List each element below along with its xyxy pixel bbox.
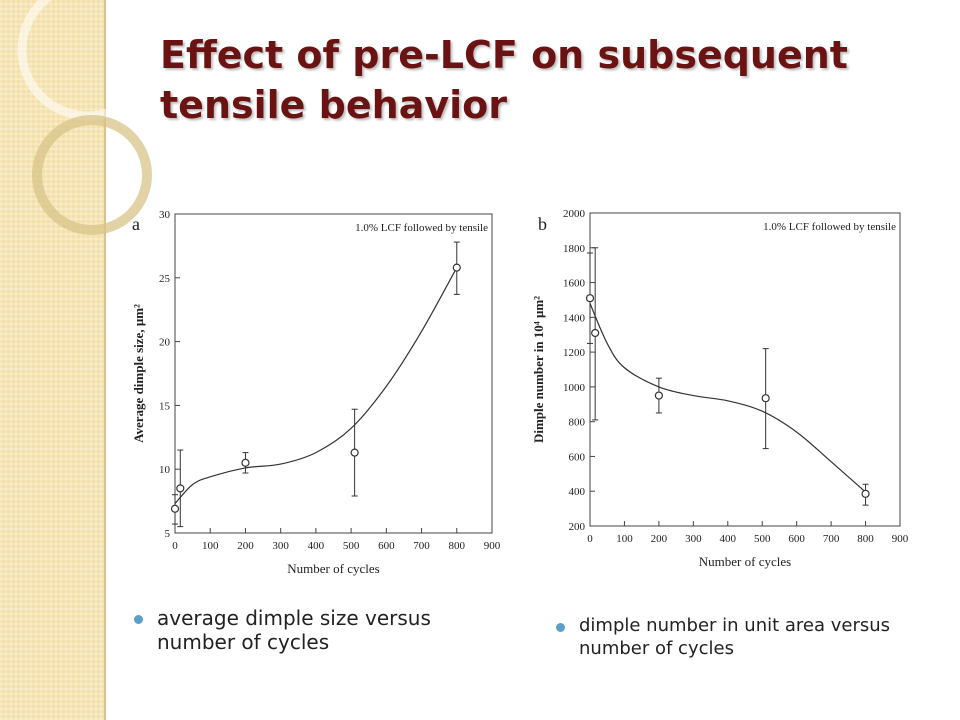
data-point — [452, 263, 461, 272]
y-tick-label: 10 — [159, 464, 171, 476]
y-tick-label: 800 — [569, 417, 586, 429]
data-point — [591, 328, 600, 338]
data-point — [761, 394, 770, 403]
data-point — [176, 484, 185, 493]
x-tick-label: 300 — [685, 533, 702, 545]
y-tick-label: 1800 — [563, 243, 586, 255]
bullet-item: average dimple size versus number of cyc… — [134, 606, 494, 654]
y-tick-label: 1000 — [563, 382, 586, 394]
x-tick-label: 900 — [484, 540, 501, 552]
y-tick-label: 1200 — [563, 347, 586, 359]
x-tick-label: 200 — [237, 540, 254, 552]
plot-frame — [589, 212, 901, 527]
panel-label: b — [538, 214, 547, 234]
y-tick-label: 1400 — [563, 312, 586, 324]
x-tick-label: 200 — [651, 533, 668, 545]
x-tick-label: 800 — [857, 533, 874, 545]
y-tick-label: 2000 — [563, 208, 586, 220]
x-tick-label: 600 — [378, 540, 395, 552]
x-axis-label: Number of cycles — [287, 561, 379, 576]
x-tick-label: 0 — [587, 533, 593, 545]
data-point — [585, 294, 595, 303]
data-point — [861, 489, 870, 498]
y-tick-label: 200 — [569, 521, 586, 533]
data-point — [350, 448, 359, 457]
x-tick-label: 400 — [308, 540, 325, 552]
x-tick-label: 300 — [272, 540, 289, 552]
x-tick-label: 800 — [449, 540, 466, 552]
annotation-text: 1.0% LCF followed by tensile — [355, 222, 488, 234]
y-axis-label: Dimple number in 10⁴ μm² — [531, 296, 546, 443]
sidebar-border — [104, 0, 106, 720]
bullet-item: dimple number in unit area versus number… — [556, 614, 896, 660]
y-tick-label: 15 — [159, 400, 171, 412]
plot-frame — [174, 213, 493, 534]
decorative-ring-small — [32, 115, 152, 235]
bullet-text: average dimple size versus number of cyc… — [157, 606, 431, 654]
x-tick-label: 0 — [172, 540, 178, 552]
y-tick-label: 1600 — [563, 278, 586, 290]
panel-label: a — [132, 214, 140, 234]
y-tick-label: 25 — [159, 273, 171, 285]
annotation-text: 1.0% LCF followed by tensile — [763, 221, 896, 233]
data-point — [170, 504, 180, 513]
x-tick-label: 600 — [788, 533, 805, 545]
x-tick-label: 500 — [343, 540, 360, 552]
slide-title: Effect of pre-LCF on subsequent tensile … — [160, 33, 848, 127]
x-axis-label: Number of cycles — [699, 554, 791, 569]
fit-curve — [589, 303, 866, 493]
y-tick-label: 600 — [569, 451, 586, 463]
x-tick-label: 700 — [823, 533, 840, 545]
fit-curve — [174, 267, 458, 505]
y-tick-label: 20 — [159, 337, 171, 349]
x-tick-label: 100 — [616, 533, 633, 545]
data-point — [241, 458, 250, 467]
bullet-dot — [134, 615, 143, 624]
x-tick-label: 100 — [202, 540, 219, 552]
y-axis-label: Average dimple size, μm² — [131, 304, 146, 443]
y-tick-label: 5 — [165, 528, 171, 540]
bullet-dot — [556, 623, 565, 632]
y-tick-label: 30 — [159, 209, 171, 221]
y-tick-label: 400 — [569, 486, 586, 498]
data-point — [654, 391, 663, 400]
x-tick-label: 500 — [754, 533, 771, 545]
decorative-rings — [17, 0, 159, 235]
x-tick-label: 900 — [892, 533, 909, 545]
bullet-text: dimple number in unit area versus number… — [579, 615, 891, 659]
x-tick-label: 700 — [413, 540, 430, 552]
x-tick-label: 400 — [720, 533, 737, 545]
